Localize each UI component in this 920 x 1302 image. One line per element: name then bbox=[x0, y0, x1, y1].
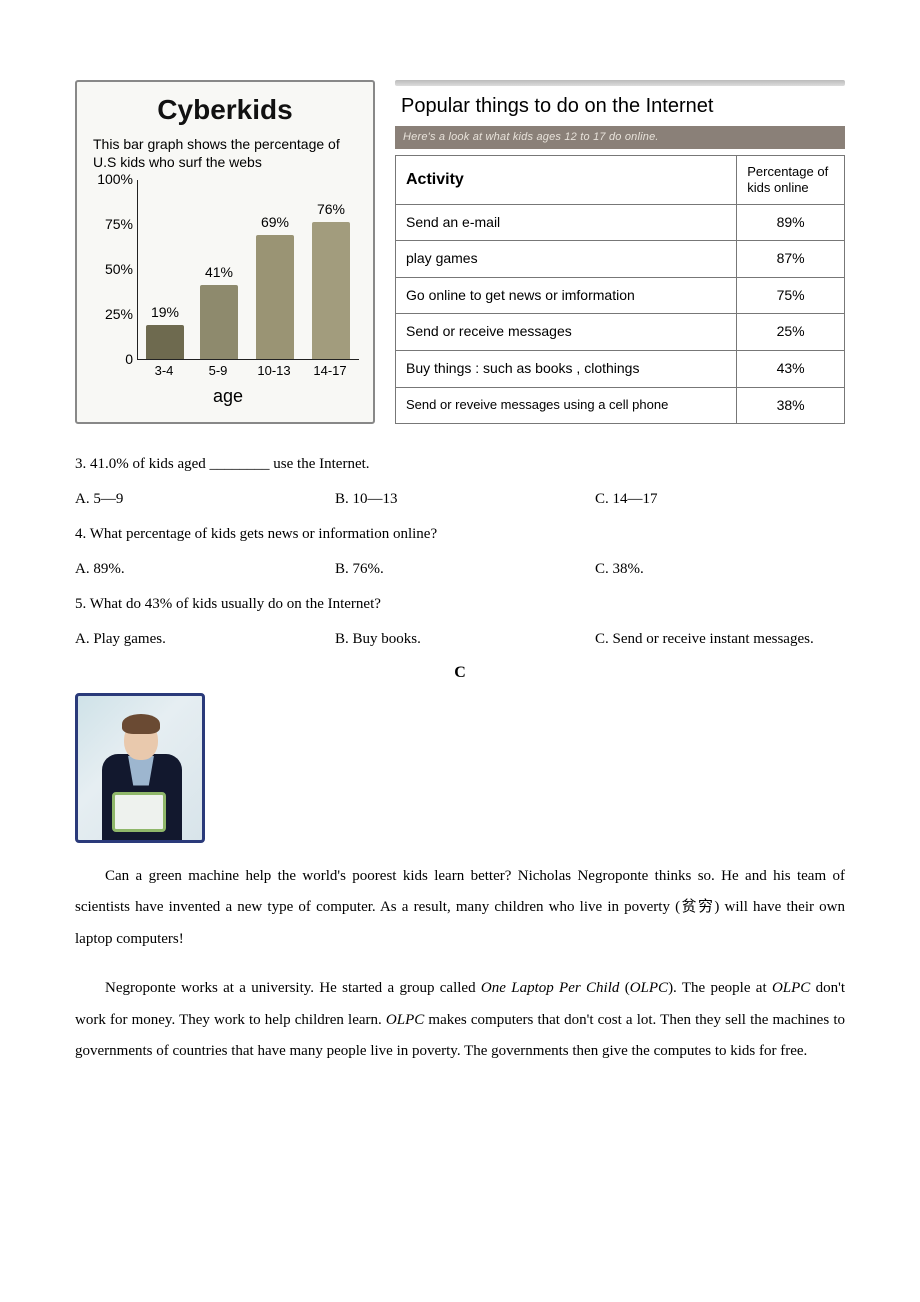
x-label-2: 10-13 bbox=[251, 362, 297, 380]
cell-activity: Send or reveive messages using a cell ph… bbox=[396, 387, 737, 424]
cell-percent: 75% bbox=[737, 277, 845, 314]
cell-percent: 25% bbox=[737, 314, 845, 351]
cell-percent: 43% bbox=[737, 350, 845, 387]
cell-activity: Go online to get news or imformation bbox=[396, 277, 737, 314]
q4-options: A. 89%. B. 76%. C. 38%. bbox=[75, 559, 845, 580]
y-tick-75: 75% bbox=[105, 215, 133, 235]
header-activity: Activity bbox=[396, 156, 737, 204]
x-label-3: 14-17 bbox=[307, 362, 353, 380]
x-label-0: 3-4 bbox=[141, 362, 187, 380]
cell-percent: 38% bbox=[737, 387, 845, 424]
y-tick-25: 25% bbox=[105, 305, 133, 325]
article-p2: Negroponte works at a university. He sta… bbox=[75, 973, 845, 1068]
chart-area: 100% 75% 50% 25% 0 19% 41% 69% 76% 3-4 5… bbox=[93, 180, 363, 410]
q3-option-a: A. 5—9 bbox=[75, 489, 335, 510]
p2-italic-olpc-1: OLPC bbox=[630, 980, 668, 996]
table-subtitle-bar: Here's a look at what kids ages 12 to 17… bbox=[395, 126, 845, 149]
bar-label-1: 41% bbox=[194, 263, 244, 283]
bar-label-3: 76% bbox=[306, 200, 356, 220]
cell-activity: Buy things : such as books , clothings bbox=[396, 350, 737, 387]
photo-laptop-shape bbox=[112, 792, 166, 832]
q5-option-a: A. Play games. bbox=[75, 629, 335, 650]
table-row: Send or receive messages 25% bbox=[396, 314, 845, 351]
q4-option-c: C. 38%. bbox=[595, 559, 845, 580]
q5-option-c: C. Send or receive instant messages. bbox=[595, 629, 845, 650]
q4-option-a: A. 89%. bbox=[75, 559, 335, 580]
bar-10-13 bbox=[256, 235, 294, 359]
cell-activity: Send an e-mail bbox=[396, 204, 737, 241]
questions-block: 3. 41.0% of kids aged ________ use the I… bbox=[75, 454, 845, 650]
chart-title: Cyberkids bbox=[87, 90, 363, 129]
y-tick-50: 50% bbox=[105, 260, 133, 280]
y-tick-100: 100% bbox=[97, 170, 133, 190]
table-title: Popular things to do on the Internet bbox=[395, 88, 845, 126]
bar-label-2: 69% bbox=[250, 213, 300, 233]
p2-seg-b: ( bbox=[619, 980, 629, 996]
article-p1: Can a green machine help the world's poo… bbox=[75, 861, 845, 956]
question-4: 4. What percentage of kids gets news or … bbox=[75, 524, 845, 545]
question-3: 3. 41.0% of kids aged ________ use the I… bbox=[75, 454, 845, 475]
cell-percent: 87% bbox=[737, 241, 845, 278]
negroponte-photo bbox=[75, 693, 205, 843]
p2-italic-olpc-2: OLPC bbox=[772, 980, 810, 996]
chart-description: This bar graph shows the percentage of U… bbox=[93, 135, 357, 171]
y-axis-labels: 100% 75% 50% 25% 0 bbox=[93, 180, 135, 360]
cell-activity: Send or receive messages bbox=[396, 314, 737, 351]
q3-options: A. 5—9 B. 10—13 C. 14—17 bbox=[75, 489, 845, 510]
p2-seg-a: Negroponte works at a university. He sta… bbox=[105, 980, 481, 996]
x-label-1: 5-9 bbox=[195, 362, 241, 380]
table-row: Send or reveive messages using a cell ph… bbox=[396, 387, 845, 424]
table-header-row: Activity Percentage of kids online bbox=[396, 156, 845, 204]
bar-label-0: 19% bbox=[140, 303, 190, 323]
photo-hair-shape bbox=[122, 714, 160, 734]
section-c-heading: C bbox=[75, 662, 845, 684]
cyberkids-chart-panel: Cyberkids This bar graph shows the perce… bbox=[75, 80, 375, 424]
table-row: Buy things : such as books , clothings 4… bbox=[396, 350, 845, 387]
q5-option-b: B. Buy books. bbox=[335, 629, 595, 650]
cell-percent: 89% bbox=[737, 204, 845, 241]
q4-option-b: B. 76%. bbox=[335, 559, 595, 580]
table-row: play games 87% bbox=[396, 241, 845, 278]
p2-italic-olpc-3: OLPC bbox=[386, 1012, 424, 1028]
q5-options: A. Play games. B. Buy books. C. Send or … bbox=[75, 629, 845, 650]
table-row: Send an e-mail 89% bbox=[396, 204, 845, 241]
bar-3-4 bbox=[146, 325, 184, 359]
article-body: Can a green machine help the world's poo… bbox=[75, 861, 845, 1068]
table-row: Go online to get news or imformation 75% bbox=[396, 277, 845, 314]
table-top-divider bbox=[395, 80, 845, 86]
activity-table: Activity Percentage of kids online Send … bbox=[395, 155, 845, 424]
activity-table-panel: Popular things to do on the Internet Her… bbox=[395, 80, 845, 424]
cell-activity: play games bbox=[396, 241, 737, 278]
q3-option-b: B. 10—13 bbox=[335, 489, 595, 510]
x-axis-title: age bbox=[93, 384, 363, 409]
bar-5-9 bbox=[200, 285, 238, 359]
q3-option-c: C. 14—17 bbox=[595, 489, 845, 510]
plot-region: 19% 41% 69% 76% bbox=[137, 180, 359, 360]
header-percent: Percentage of kids online bbox=[737, 156, 845, 204]
question-5: 5. What do 43% of kids usually do on the… bbox=[75, 594, 845, 615]
p2-seg-c: ). The people at bbox=[668, 980, 772, 996]
top-row: Cyberkids This bar graph shows the perce… bbox=[75, 80, 845, 424]
bar-14-17 bbox=[312, 222, 350, 359]
p2-italic-olpc-full: One Laptop Per Child bbox=[481, 980, 619, 996]
y-tick-0: 0 bbox=[125, 350, 133, 370]
